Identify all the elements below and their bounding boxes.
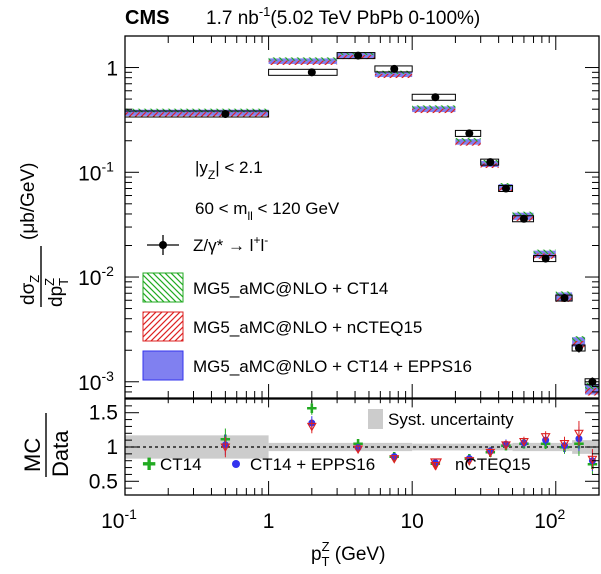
ratio-point-nCTEQ15-2 — [353, 445, 364, 455]
nCTEQ15-legend-marker — [430, 458, 442, 471]
top-y-tick-label-1: 10-1 — [78, 158, 114, 185]
mc-band-ct14-bin-5 — [455, 138, 481, 142]
x-tick-label-0: 10-1 — [101, 506, 137, 533]
ratio-point-nCTEQ15-6 — [485, 448, 496, 458]
syst-band-3 — [512, 442, 573, 452]
mass-cut: 60 < mll < 120 GeV — [195, 199, 340, 223]
data-point-bin-5 — [465, 129, 474, 138]
x-tick-label-3: 102 — [534, 506, 565, 533]
data-point-bin-2 — [354, 51, 363, 60]
mc-band-nCTEQ15-bin-1 — [268, 60, 338, 65]
mc-band-ct14-bin-4 — [412, 105, 456, 109]
ratio-point-nCTEQ15-0 — [220, 443, 231, 453]
legend-entry-epps16: MG5_aMC@NLO + CT14 + EPPS16 — [142, 350, 472, 381]
epps16-legend-marker — [232, 460, 240, 468]
spectrum-panel — [124, 51, 600, 396]
bottom-y-tick-label-0: 0.5 — [89, 470, 118, 493]
svg-text:dpZT: dpZT — [42, 278, 71, 307]
top-y-tick-label-3: 10-3 — [78, 368, 114, 395]
data-point-bin-11 — [574, 344, 583, 353]
ratio-legend: Syst. uncertainty ✚ CT14 CT14 + EPPS16 n… — [142, 409, 531, 474]
syst-legend-swatch — [368, 409, 383, 429]
ratio-point-nCTEQ15-1 — [306, 422, 317, 432]
mc-band-ct14-bin-10 — [555, 291, 573, 297]
bottom-y-tick-label-2: 1.5 — [89, 402, 118, 425]
mc-band-ct14-bin-11 — [572, 336, 586, 342]
ct14-legend-marker: ✚ — [142, 455, 156, 474]
top-y-tick-label-0: 1 — [106, 58, 118, 81]
ratio-point-nCTEQ15-10 — [559, 440, 570, 449]
data-point-bin-1 — [307, 68, 316, 77]
ratio-point-ct14-1: ✚ — [306, 401, 317, 416]
axes: 10-1 1 10 102 1 10-1 10-2 10-3 0.5 1 1.5 — [78, 35, 600, 533]
x-tick-label-1: 1 — [263, 510, 275, 533]
syst-legend-label: Syst. uncertainty — [388, 410, 514, 429]
epps16-ratio-label: CT14 + EPPS16 — [250, 455, 375, 474]
bottom-y-axis-title: MC Data — [20, 413, 73, 477]
syst-band-0 — [125, 435, 269, 459]
top-y-axis-title: dσZ dpZT (μb/GeV) — [18, 163, 71, 307]
legend-entry-ct14: MG5_aMC@NLO + CT14 — [142, 272, 388, 303]
ratio-point-nCTEQ15-8 — [518, 437, 529, 447]
bottom-y-tick-label-1: 1 — [106, 436, 118, 459]
data-point-bin-3 — [390, 64, 399, 73]
data-point-bin-0 — [221, 110, 230, 119]
data-syst-box-bin-1 — [268, 68, 338, 76]
spectrum-legend: Z/γ* → l+l- MG5_aMC@NLO + CT14 MG5_aMC@N… — [142, 233, 472, 381]
mc-band-ct14-bin-8 — [512, 211, 534, 217]
ratio-point-nCTEQ15-7 — [501, 441, 511, 451]
mc-band-ct14-bin-1 — [268, 57, 338, 61]
data-point-bin-7 — [501, 184, 510, 193]
legend-data-label: Z/γ* → l+l- — [193, 233, 268, 255]
data-point-bin-8 — [519, 214, 528, 223]
svg-text:Data: Data — [48, 430, 73, 477]
data-point-bin-10 — [560, 294, 569, 303]
x-tick-label-2: 10 — [401, 510, 424, 533]
ratio-point-nCTEQ15-5 — [464, 457, 475, 466]
mc-band-nCTEQ15-bin-5 — [455, 141, 481, 146]
ct14-ratio-label: CT14 — [160, 455, 202, 474]
ratio-point-nCTEQ15-3 — [389, 455, 400, 464]
svg-text:(μb/GeV): (μb/GeV) — [18, 163, 39, 240]
rapidity-cut: |yZ| < 2.1 — [195, 158, 263, 182]
mc-band-ct14-bin-9 — [533, 249, 556, 254]
svg-text:dσZ: dσZ — [18, 275, 42, 305]
ratio-point-nCTEQ15-11 — [573, 429, 584, 439]
data-point-bin-6 — [486, 158, 495, 167]
ratio-point-nCTEQ15-12 — [587, 455, 598, 465]
experiment-label: CMS — [125, 7, 169, 29]
lumi-label: 1.7 nb-1(5.02 TeV PbPb 0-100%) — [206, 4, 480, 29]
top-frame — [124, 35, 600, 399]
legend-data-marker — [159, 241, 167, 249]
legend-entry-nCTEQ15: MG5_aMC@NLO + nCTEQ15 — [142, 311, 422, 342]
legend-ct14-label: MG5_aMC@NLO + CT14 — [193, 279, 388, 298]
legend-epps16-label: MG5_aMC@NLO + CT14 + EPPS16 — [193, 357, 472, 376]
svg-text:MC: MC — [20, 438, 45, 472]
top-y-tick-label-2: 10-2 — [78, 263, 114, 290]
x-axis-title: pZ T (GeV) — [311, 539, 385, 569]
data-point-bin-4 — [431, 93, 440, 102]
ratio-panel: ✚✚✚✚✚✚✚✚✚✚✚✚✚ — [125, 401, 599, 475]
data-point-bin-9 — [541, 254, 550, 263]
mc-band-nCTEQ15-bin-3 — [374, 73, 413, 79]
legend-nCTEQ15-label: MG5_aMC@NLO + nCTEQ15 — [193, 318, 422, 337]
ratio-point-nCTEQ15-9 — [540, 433, 551, 442]
syst-band-1 — [268, 442, 413, 452]
legend-entry-data: Z/γ* → l+l- — [147, 233, 268, 255]
ratio-point-ct14-2: ✚ — [353, 437, 364, 452]
mc-band-nCTEQ15-bin-0 — [125, 112, 269, 117]
nCTEQ15-ratio-label: nCTEQ15 — [455, 455, 531, 474]
mc-band-nCTEQ15-bin-4 — [412, 108, 456, 114]
